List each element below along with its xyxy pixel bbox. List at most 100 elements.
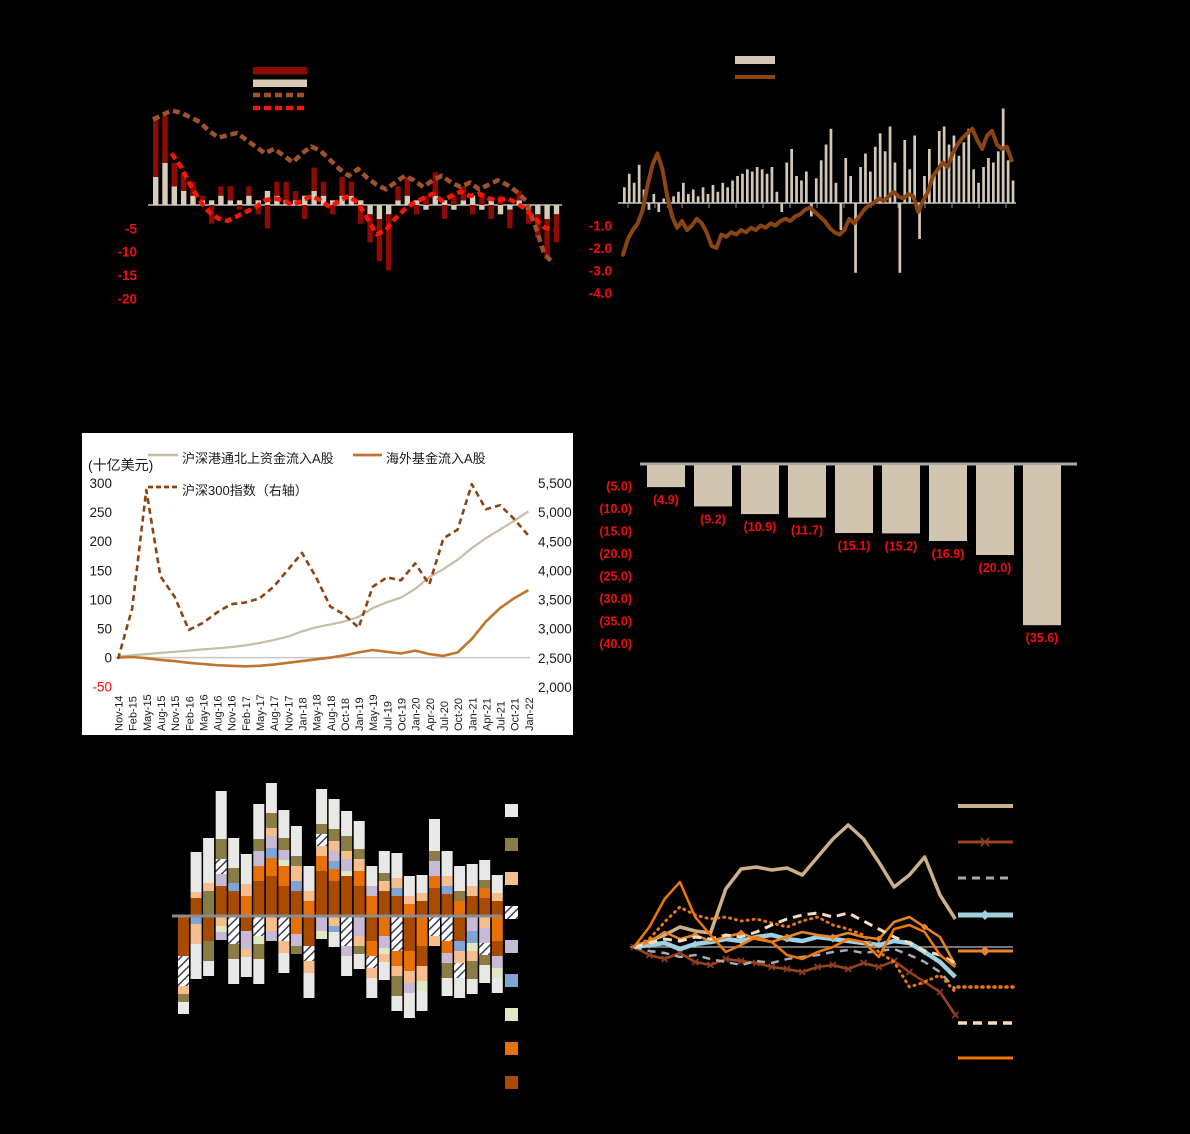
tick-label: (30.0) — [599, 592, 632, 606]
axis-unit-label: (十亿美元) — [88, 457, 154, 473]
legend-samples — [956, 804, 1015, 1060]
northbound-cumulative — [117, 510, 530, 658]
tick-label: Jul-20 — [439, 701, 451, 731]
left-axis-ticks: 300 250 200 150 100 50 0 -50 — [89, 476, 112, 695]
tick-label: Oct-18 — [340, 698, 352, 731]
legend-swatches — [505, 804, 518, 1089]
tick-label: May-19 — [368, 694, 380, 731]
tick-label: Nov-14 — [114, 696, 126, 731]
tick-label: -15 — [117, 268, 137, 283]
tick-label: 5,500 — [538, 476, 572, 491]
gray-dashed-line — [633, 945, 957, 990]
tick-label: Jan-22 — [524, 697, 536, 731]
tick-label: 4,500 — [538, 534, 572, 549]
tick-label: (15.2) — [885, 539, 918, 553]
left-axis-ticks: -1.0 -2.0 -3.0 -4.0 — [589, 219, 612, 302]
tick-label: (9.2) — [700, 512, 726, 526]
tick-label: -4.0 — [589, 286, 612, 301]
tick-label: (20.0) — [979, 561, 1012, 575]
tick-label: Jul-19 — [382, 701, 394, 731]
dark-red-line-x-markers — [630, 943, 959, 1019]
legend-label-northbound: 沪深港通北上资金流入A股 — [182, 451, 334, 466]
tick-label: Apr-21 — [481, 698, 493, 731]
tick-label: 150 — [89, 563, 112, 578]
legend — [253, 67, 307, 111]
orange-dotted-line — [632, 905, 957, 994]
tick-label: (15.0) — [599, 525, 632, 539]
tick-label: 300 — [89, 476, 112, 491]
value-labels: (4.9) (9.2) (10.9) (11.7) (15.1) (15.2) (16.9)… — [653, 493, 1058, 645]
tick-label: Jan-21 — [467, 697, 479, 731]
legend — [735, 56, 775, 79]
legend-label-overseas-funds: 海外基金流入A股 — [386, 451, 486, 466]
tick-label: (10.0) — [599, 502, 632, 516]
tick-label: Aug-15 — [156, 696, 168, 731]
chart-cumulative-flows-panel: (十亿美元) 沪深港通北上资金流入A股 海外基金流入A股 沪深300指数（右轴） — [82, 433, 573, 735]
tick-label: 5,000 — [538, 505, 572, 520]
tick-label: 250 — [89, 505, 112, 520]
tick-label: Jan-20 — [411, 697, 423, 731]
tick-label: (4.9) — [653, 493, 679, 507]
legend-label-csi300: 沪深300指数（右轴） — [182, 483, 308, 498]
tick-label: Oct-20 — [453, 698, 465, 731]
tick-label: (35.6) — [1026, 631, 1059, 645]
tick-label: Aug-17 — [269, 696, 281, 731]
orange-diamond-line — [633, 915, 957, 966]
cream-dashed-line — [633, 911, 956, 965]
tick-label: 4,000 — [538, 563, 572, 578]
tick-label: (16.9) — [932, 547, 965, 561]
tick-label: Nov-17 — [283, 696, 295, 731]
tick-label: Feb-16 — [184, 696, 196, 731]
tick-label: -2.0 — [589, 241, 612, 256]
tick-label: 200 — [89, 534, 112, 549]
tick-label: May-16 — [198, 694, 210, 731]
tick-label: 0 — [104, 651, 112, 666]
tick-label: Jan-18 — [297, 697, 309, 731]
brown-dashed-line — [152, 108, 556, 266]
tick-label: -1.0 — [589, 219, 612, 234]
csi300-index — [116, 482, 530, 660]
tick-label: Aug-16 — [213, 696, 225, 731]
tick-label: Aug-18 — [326, 696, 338, 731]
left-axis-ticks: -5 -10 -15 -20 — [117, 221, 137, 306]
tick-label: -5 — [125, 221, 137, 236]
tick-label: May-18 — [312, 694, 324, 731]
tan-thick-line — [633, 823, 957, 949]
tick-label: 3,000 — [538, 622, 572, 637]
tick-label: -3.0 — [589, 264, 612, 279]
tick-label: (35.0) — [599, 615, 632, 629]
overseas-funds-cumulative — [117, 588, 530, 668]
tick-label: -20 — [117, 291, 137, 306]
tick-label: (15.1) — [838, 539, 871, 553]
tick-label: (25.0) — [599, 570, 632, 584]
tick-label: Apr-20 — [425, 698, 437, 731]
right-axis-ticks: 5,500 5,000 4,500 4,000 3,500 3,000 2,500 2,000 — [538, 476, 572, 695]
tick-label: (5.0) — [606, 480, 632, 494]
orange-solid-line — [633, 880, 957, 968]
tick-label: Nov-15 — [170, 696, 182, 731]
tick-label: (11.7) — [791, 524, 823, 538]
tick-label: (20.0) — [599, 547, 632, 561]
tick-label: Oct-19 — [397, 698, 409, 731]
tick-label: (40.0) — [599, 637, 632, 651]
tick-label: 3,500 — [538, 593, 572, 608]
tick-label: 50 — [97, 621, 112, 636]
left-axis-ticks: (5.0) (10.0) (15.0) (20.0) (25.0) (30.0) (35.0… — [599, 480, 632, 652]
bars — [647, 465, 1061, 626]
tick-label: 2,000 — [538, 680, 572, 695]
tick-label: Feb-17 — [241, 696, 253, 731]
stacked-bars — [178, 783, 503, 1018]
tick-label: May-15 — [142, 694, 154, 731]
tick-label: (10.9) — [744, 520, 777, 534]
tick-label: Nov-16 — [227, 696, 239, 731]
x-axis-labels: Nov-14 Feb-15 May-15 Aug-15 Nov-15 Feb-16 May-… — [114, 694, 536, 731]
tick-label: -10 — [117, 245, 137, 260]
brown-line — [621, 126, 1014, 257]
tick-label: Jul-21 — [496, 701, 508, 731]
